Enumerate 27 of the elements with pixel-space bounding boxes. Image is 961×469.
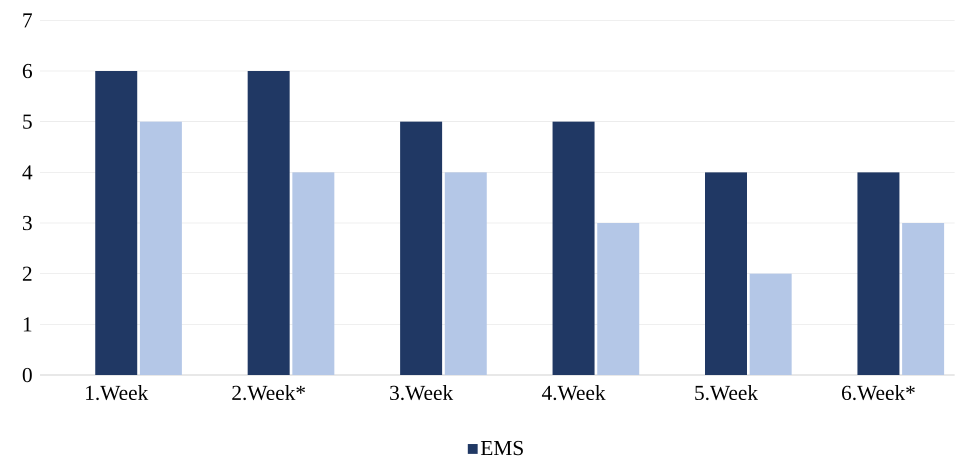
x-tick-label: 1.Week bbox=[86, 385, 148, 400]
bar bbox=[857, 172, 900, 375]
x-tick-label: 3.Week bbox=[390, 385, 454, 400]
bar bbox=[444, 172, 487, 375]
bar bbox=[705, 172, 747, 375]
bar bbox=[292, 172, 334, 375]
y-tick-label: 2 bbox=[22, 266, 32, 281]
bar bbox=[750, 274, 792, 375]
bar bbox=[248, 71, 290, 375]
y-tick-label: 5 bbox=[23, 114, 32, 129]
x-tick-label: 6.Week* bbox=[842, 385, 915, 400]
y-tick-label: 0 bbox=[22, 368, 32, 382]
bar bbox=[400, 122, 442, 375]
y-tick-label: 7 bbox=[23, 13, 32, 28]
bar bbox=[902, 223, 944, 375]
bar bbox=[140, 122, 182, 375]
y-tick-label: 3 bbox=[22, 216, 32, 230]
bar bbox=[597, 223, 640, 375]
y-tick-label: 6 bbox=[22, 64, 32, 78]
x-tick-label: 4.Week bbox=[542, 385, 606, 400]
bar bbox=[552, 122, 595, 375]
bar bbox=[95, 71, 138, 375]
x-tick-label: 5.Week bbox=[695, 385, 758, 400]
y-tick-label: 4 bbox=[22, 165, 32, 180]
x-tick-label: 2.Week* bbox=[232, 385, 305, 400]
legend-label: EMS bbox=[480, 440, 523, 456]
y-tick-label: 1 bbox=[24, 317, 32, 332]
